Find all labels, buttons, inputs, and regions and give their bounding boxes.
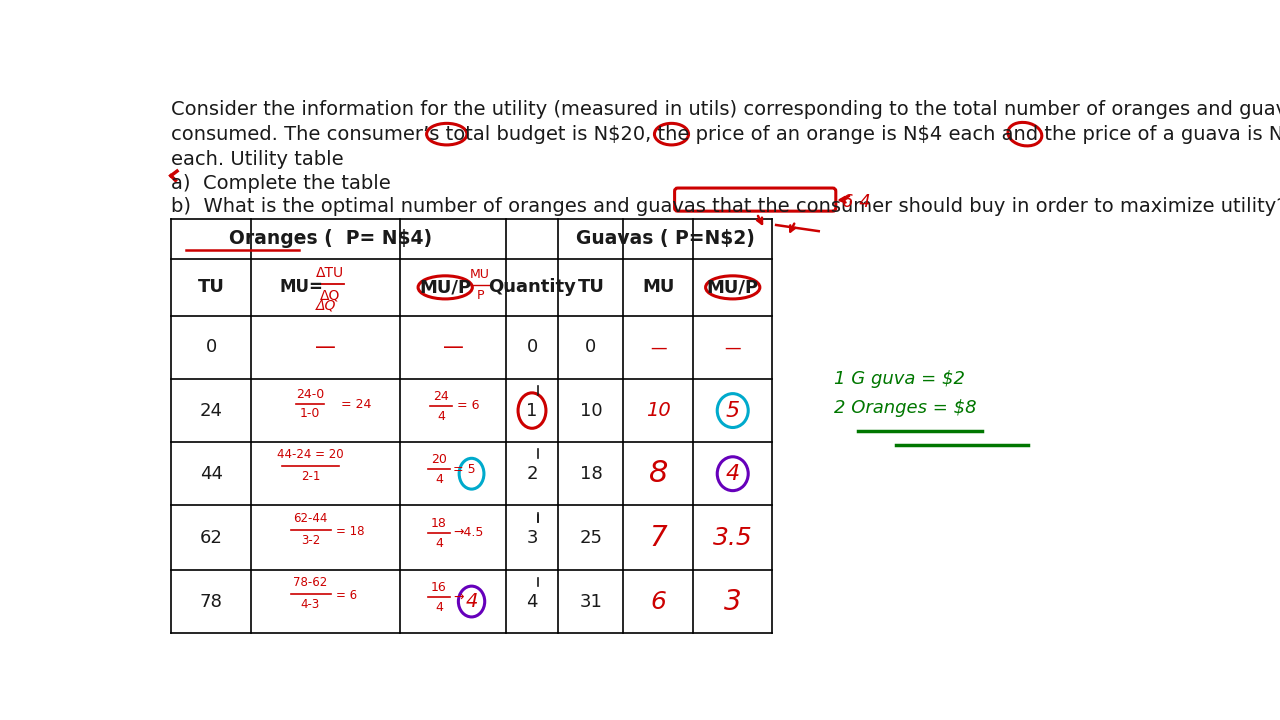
Text: Quantity: Quantity (488, 279, 576, 297)
Text: consumed. The consumer’s total budget is N$20, the price of an orange is N$4 eac: consumed. The consumer’s total budget is… (170, 125, 1280, 144)
Text: 62-44: 62-44 (293, 513, 328, 526)
Text: MU=: MU= (279, 279, 324, 297)
Text: 3: 3 (724, 588, 741, 616)
Text: 10: 10 (646, 401, 671, 420)
Text: →: → (453, 590, 463, 603)
Text: 2: 2 (526, 464, 538, 482)
Text: 25: 25 (580, 528, 603, 546)
Text: 3.5: 3.5 (713, 526, 753, 549)
Text: Guavas ( P=N$2): Guavas ( P=N$2) (576, 230, 755, 248)
Text: 1-0: 1-0 (301, 408, 320, 420)
Text: 4: 4 (526, 593, 538, 611)
Text: 24: 24 (434, 390, 449, 403)
Text: 18: 18 (580, 464, 603, 482)
Text: = 6: = 6 (457, 400, 479, 413)
Text: P: P (476, 289, 484, 302)
Text: —: — (315, 338, 337, 357)
Text: MU/P: MU/P (419, 279, 471, 297)
Text: 2-1: 2-1 (301, 470, 320, 483)
Text: 4: 4 (435, 473, 443, 486)
Text: 44: 44 (200, 464, 223, 482)
Text: 6 4: 6 4 (842, 193, 870, 211)
Text: 0: 0 (206, 338, 216, 356)
Text: 4: 4 (466, 592, 477, 611)
Text: 16: 16 (431, 581, 447, 594)
Text: 5: 5 (726, 400, 740, 420)
Text: 20: 20 (431, 453, 447, 466)
Text: a)  Complete the table: a) Complete the table (170, 174, 390, 193)
Text: —: — (650, 338, 667, 356)
Text: Consider the information for the utility (measured in utils) corresponding to th: Consider the information for the utility… (170, 100, 1280, 120)
Text: 7: 7 (649, 523, 667, 552)
Text: TU: TU (197, 279, 224, 297)
Text: 3-2: 3-2 (301, 534, 320, 546)
Text: 4-3: 4-3 (301, 598, 320, 611)
Text: 78-62: 78-62 (293, 576, 328, 589)
Text: ΔQ: ΔQ (316, 298, 337, 312)
Text: 0: 0 (585, 338, 596, 356)
Text: b)  What is the optimal number of oranges and guavas that the consumer should bu: b) What is the optimal number of oranges… (170, 197, 1280, 215)
Text: ΔQ: ΔQ (320, 289, 340, 303)
Text: 8: 8 (649, 459, 668, 488)
Text: 62: 62 (200, 528, 223, 546)
Text: TU: TU (577, 279, 604, 297)
Text: MU: MU (643, 279, 675, 297)
Text: 24: 24 (200, 402, 223, 420)
Text: 1 G guva = $2: 1 G guva = $2 (835, 370, 965, 388)
Text: 2 Oranges = $8: 2 Oranges = $8 (835, 400, 977, 418)
Text: 24-0: 24-0 (296, 388, 324, 401)
Text: MU/P: MU/P (707, 279, 759, 297)
Text: 4: 4 (435, 537, 443, 550)
Text: 4: 4 (726, 464, 740, 484)
Text: ΔTU: ΔTU (316, 266, 344, 279)
Text: 6: 6 (650, 590, 667, 613)
Text: 10: 10 (580, 402, 602, 420)
Text: 4: 4 (435, 600, 443, 613)
Text: —: — (443, 338, 463, 357)
Text: = 6: = 6 (335, 589, 357, 602)
Text: each. Utility table: each. Utility table (170, 150, 343, 168)
Text: 3: 3 (526, 528, 538, 546)
Text: 4: 4 (438, 410, 445, 423)
Text: 78: 78 (200, 593, 223, 611)
Text: Oranges (  P= N$4): Oranges ( P= N$4) (229, 230, 433, 248)
Text: = 5: = 5 (453, 462, 476, 476)
Text: 18: 18 (431, 517, 447, 530)
Text: 1: 1 (526, 402, 538, 420)
Text: 44-24 = 20: 44-24 = 20 (276, 449, 343, 462)
Text: —: — (724, 338, 741, 356)
Text: MU: MU (470, 269, 490, 282)
Text: →4.5: →4.5 (453, 526, 484, 539)
Text: = 24: = 24 (342, 398, 371, 411)
Text: 31: 31 (580, 593, 603, 611)
Text: 0: 0 (526, 338, 538, 356)
Text: = 18: = 18 (335, 525, 365, 538)
